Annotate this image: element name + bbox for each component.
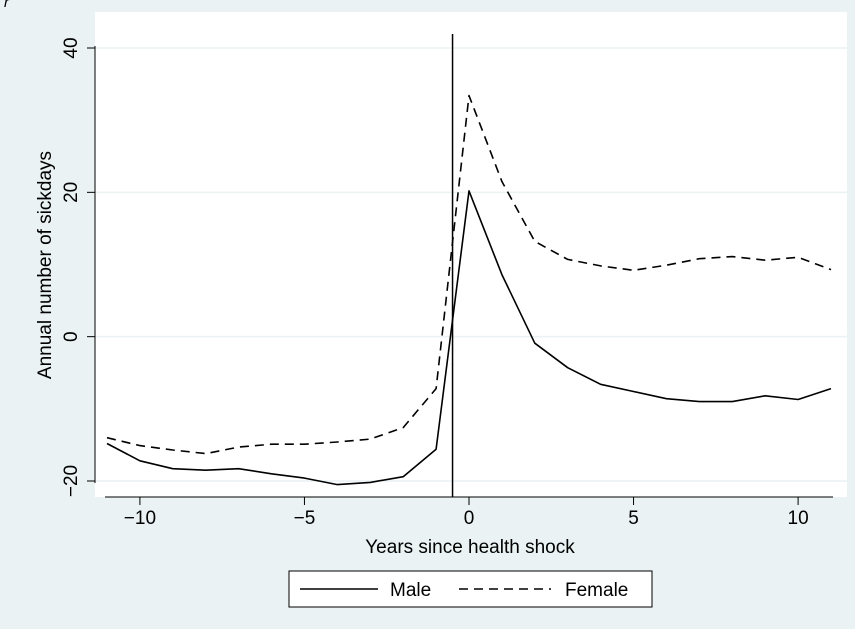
legend-label-male: Male <box>390 580 431 601</box>
x-tick-label: −5 <box>294 508 316 529</box>
y-tick-label: 20 <box>61 182 82 203</box>
legend-label-female: Female <box>565 580 628 601</box>
x-tick-label: −10 <box>124 508 156 529</box>
x-tick-label: 0 <box>464 508 475 529</box>
y-tick-label: 0 <box>61 331 82 342</box>
x-axis-label: Years since health shock <box>365 537 575 558</box>
caption-fragment: r <box>4 0 9 11</box>
x-tick-label: 10 <box>788 508 809 529</box>
series-line-male <box>106 190 832 486</box>
y-axis-label: Annual number of sickdays <box>35 151 56 379</box>
series-line-female <box>106 94 832 455</box>
y-tick-label: 40 <box>61 37 82 58</box>
grid-layer <box>95 47 847 482</box>
y-tick-label: −20 <box>61 465 82 497</box>
plot-area <box>95 12 847 497</box>
series-layer <box>106 94 832 486</box>
x-tick-label: 5 <box>628 508 639 529</box>
axes-layer: −20 0 20 40 −10 −5 0 5 10 <box>61 34 833 529</box>
legend: Male Female <box>288 570 653 608</box>
